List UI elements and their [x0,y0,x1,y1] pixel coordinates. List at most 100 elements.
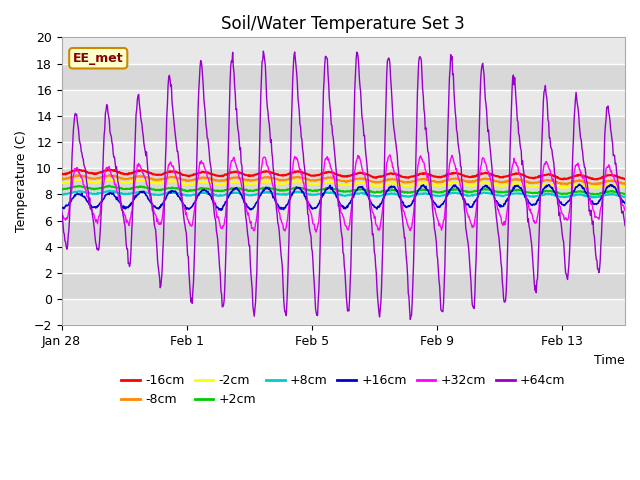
-8cm [264,174,271,180]
+64cm [264,104,271,109]
+2cm [378,189,385,195]
Line: +32cm: +32cm [61,155,625,232]
-16cm [58,171,65,177]
+16cm [190,200,198,205]
-2cm [294,179,301,184]
-2cm [621,184,629,190]
-16cm [621,176,629,182]
Text: EE_met: EE_met [73,52,124,65]
+32cm [386,152,394,158]
+64cm [58,208,65,214]
+32cm [378,215,385,221]
+64cm [78,150,86,156]
-16cm [294,168,301,174]
X-axis label: Time: Time [595,354,625,367]
+2cm [513,187,521,192]
+16cm [218,207,225,213]
+16cm [58,205,65,211]
Bar [61,63,625,90]
+8cm [294,189,301,195]
Bar [61,247,625,273]
-16cm [191,171,198,177]
+32cm [293,156,301,162]
Line: -16cm: -16cm [61,169,625,180]
Bar [61,90,625,116]
-2cm [264,179,271,185]
+16cm [621,201,629,206]
+2cm [191,188,198,193]
+2cm [294,185,301,191]
-2cm [58,180,65,185]
-8cm [621,181,629,187]
+16cm [78,191,86,196]
-2cm [378,183,385,189]
+2cm [106,183,113,189]
+2cm [264,185,271,191]
+2cm [591,192,599,197]
-8cm [294,174,301,180]
+32cm [78,175,86,181]
+16cm [264,185,271,191]
Bar [61,37,625,63]
+64cm [190,259,198,265]
+32cm [58,210,65,216]
-16cm [107,167,115,172]
-8cm [563,181,571,187]
+32cm [312,229,320,235]
+2cm [58,186,65,192]
-16cm [513,170,521,176]
Bar [61,299,625,325]
Y-axis label: Temperature (C): Temperature (C) [15,131,28,232]
+8cm [58,191,65,197]
Legend: -16cm, -8cm, -2cm, +2cm, +8cm, +16cm, +32cm, +64cm: -16cm, -8cm, -2cm, +2cm, +8cm, +16cm, +3… [116,369,570,411]
-16cm [378,174,385,180]
+8cm [621,194,629,200]
+2cm [621,192,629,197]
-2cm [78,177,86,183]
Bar [61,273,625,299]
Line: +2cm: +2cm [61,186,625,194]
-16cm [78,168,86,174]
+8cm [513,191,521,196]
-8cm [191,176,198,182]
+16cm [294,185,301,191]
+64cm [621,223,629,228]
Line: +8cm: +8cm [61,191,625,197]
Bar [61,168,625,194]
+16cm [513,183,521,189]
+8cm [191,192,198,198]
Title: Soil/Water Temperature Set 3: Soil/Water Temperature Set 3 [221,15,465,33]
-8cm [74,172,82,178]
+8cm [378,193,385,199]
-8cm [79,173,86,179]
-16cm [592,177,600,182]
+8cm [589,194,597,200]
+16cm [575,181,583,187]
Line: -2cm: -2cm [61,180,625,188]
+32cm [514,164,522,169]
+32cm [263,162,271,168]
Bar [61,220,625,247]
-2cm [108,177,115,182]
+8cm [78,189,86,194]
+64cm [514,119,522,124]
Line: -8cm: -8cm [61,175,625,184]
+64cm [378,286,385,291]
+16cm [378,200,385,206]
+32cm [621,207,629,213]
Bar [61,194,625,220]
Bar [61,142,625,168]
+64cm [260,48,268,54]
-8cm [378,179,385,184]
-16cm [264,168,271,174]
-8cm [513,176,521,182]
+8cm [264,190,271,195]
Bar [61,116,625,142]
Line: +64cm: +64cm [61,51,625,319]
-2cm [592,185,600,191]
Line: +16cm: +16cm [61,184,625,210]
+64cm [406,316,414,322]
-8cm [58,176,65,181]
+32cm [190,209,198,215]
+2cm [78,184,86,190]
